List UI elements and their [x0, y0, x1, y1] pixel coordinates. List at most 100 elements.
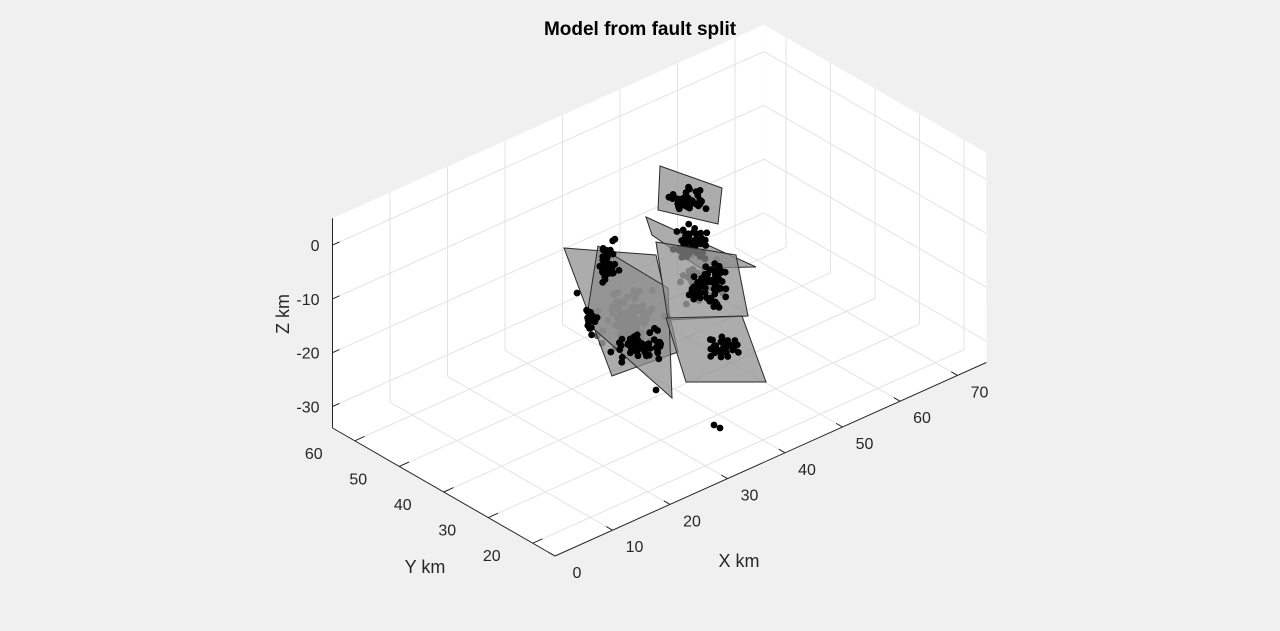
- event-point: [711, 260, 719, 268]
- grid-line: [443, 298, 876, 493]
- event-point: [618, 358, 626, 366]
- event-point: [646, 345, 654, 352]
- event-point: [722, 285, 730, 293]
- event-point: [731, 337, 739, 344]
- event-point: [655, 355, 663, 363]
- event-point: [600, 257, 608, 265]
- event-point: [722, 344, 730, 352]
- event-point: [697, 229, 705, 237]
- event-point: [717, 284, 724, 292]
- event-point: [702, 205, 710, 213]
- grid-line: [763, 158, 987, 288]
- grid-lines: [332, 24, 987, 557]
- event-point: [609, 270, 616, 277]
- event-point: [645, 351, 653, 359]
- y-tick: [532, 538, 543, 544]
- x-tick-label: 10: [626, 539, 644, 556]
- grid-line: [763, 212, 987, 342]
- x-tick: [836, 422, 843, 428]
- x-tick: [663, 500, 671, 505]
- event-point: [703, 229, 711, 237]
- event-point: [652, 386, 660, 394]
- event-point: [714, 266, 721, 273]
- grid-line: [332, 104, 765, 300]
- x-tick: [778, 448, 786, 454]
- x-tick: [951, 371, 958, 376]
- event-point: [599, 279, 607, 286]
- fault-plane: [585, 245, 673, 400]
- event-point: [715, 303, 723, 311]
- x-tick-label: 40: [798, 462, 816, 479]
- axes: 0 10 20 30 40 50 60 70 20 30 40 50 60 0 -10 -20 -30: [296, 218, 989, 582]
- event-point: [585, 318, 593, 326]
- z-axis-label: Z km: [273, 294, 293, 334]
- x-tick: [548, 551, 556, 557]
- event-point: [709, 336, 716, 344]
- event-point: [722, 293, 730, 301]
- event-point: [712, 348, 720, 356]
- x-tick: [606, 526, 613, 531]
- event-point: [638, 340, 646, 347]
- event-point: [707, 294, 715, 302]
- event-point: [679, 226, 687, 234]
- x-tick-label: 30: [741, 488, 759, 505]
- y-tick: [399, 461, 410, 467]
- back-pane-xz: [332, 24, 764, 428]
- event-point: [669, 195, 676, 203]
- z-tick-label: -20: [296, 346, 319, 363]
- event-point: [696, 294, 704, 302]
- x-tick-label: 0: [573, 565, 582, 582]
- event-point: [589, 314, 596, 321]
- grid-line: [532, 349, 965, 544]
- event-point: [694, 237, 702, 245]
- y-tick-label: 30: [438, 523, 456, 540]
- event-point: [710, 303, 718, 310]
- y-tick-label: 40: [394, 497, 412, 514]
- event-point: [717, 353, 725, 361]
- y-tick-label: 60: [305, 446, 323, 463]
- event-point: [673, 228, 681, 235]
- y-axis-label: Y km: [405, 557, 446, 577]
- event-point: [627, 346, 635, 353]
- z-tick-label: 0: [311, 238, 320, 255]
- event-point: [701, 271, 709, 278]
- event-point: [724, 337, 732, 344]
- y-axis-line: [332, 427, 556, 557]
- y-tick: [443, 487, 454, 493]
- y-tick: [354, 435, 365, 442]
- event-point: [692, 188, 700, 196]
- z-tick: [332, 295, 340, 300]
- x-tick-label: 60: [913, 410, 931, 427]
- event-point: [651, 324, 658, 332]
- z-tick-label: -30: [296, 400, 319, 417]
- event-point: [735, 349, 742, 356]
- event-point: [609, 250, 617, 258]
- event-point: [690, 273, 698, 281]
- event-point: [706, 266, 713, 274]
- z-tick-label: -10: [296, 292, 319, 309]
- x-tick-label: 20: [683, 513, 701, 530]
- event-point: [601, 252, 609, 260]
- event-point: [609, 237, 617, 245]
- event-point: [657, 340, 665, 348]
- z-tick: [332, 402, 340, 407]
- event-point: [684, 230, 692, 238]
- event-point: [624, 341, 632, 348]
- y-tick-label: 50: [349, 471, 367, 488]
- event-point: [710, 421, 718, 429]
- event-point: [707, 353, 715, 360]
- event-point: [677, 201, 685, 209]
- grid-line: [763, 104, 987, 234]
- y-tick-label: 20: [483, 548, 501, 565]
- event-point: [588, 331, 595, 339]
- event-point: [682, 189, 690, 196]
- event-point: [695, 202, 702, 210]
- event-point: [611, 260, 619, 268]
- x-axis-line: [554, 362, 987, 557]
- chart-title: Model from fault split: [543, 19, 737, 40]
- event-point: [722, 349, 730, 357]
- event-point: [686, 202, 693, 210]
- grid-line: [763, 51, 987, 181]
